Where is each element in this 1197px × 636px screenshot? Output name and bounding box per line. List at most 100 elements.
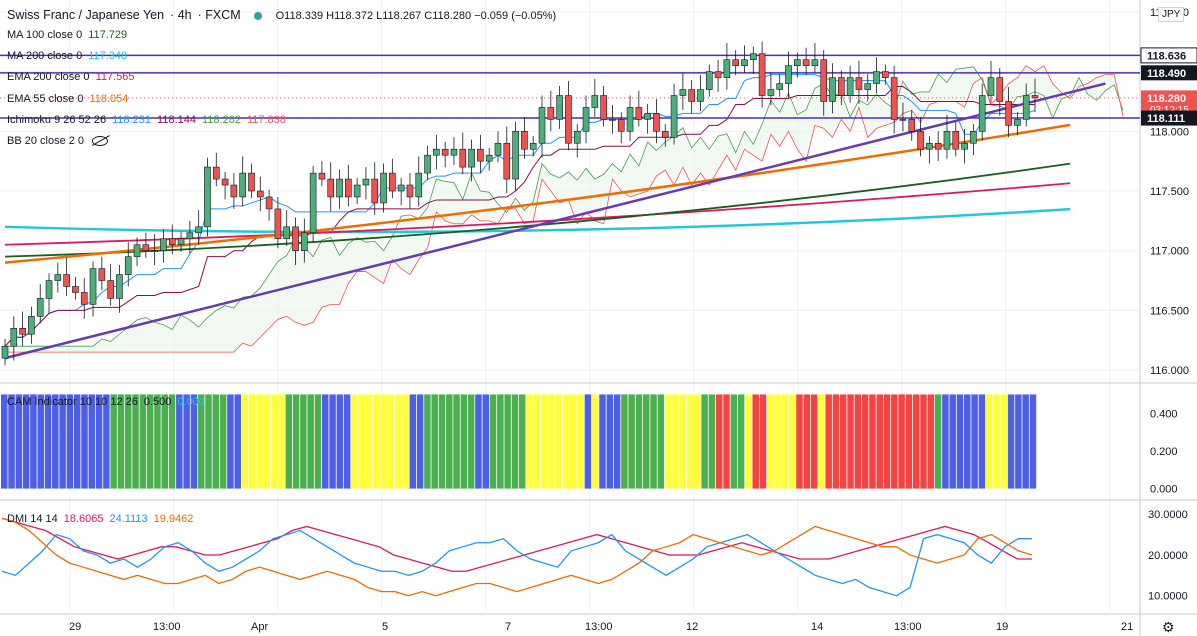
settings-gear-icon[interactable]: ⚙ [1162, 619, 1175, 635]
cam-bar [664, 394, 672, 489]
cam-bar [44, 394, 52, 489]
price-label: 118.636 [1147, 50, 1186, 62]
indicator-value: 118.231 [112, 114, 152, 126]
cam-bar [88, 394, 96, 489]
candle [160, 238, 167, 251]
cam-bar [482, 394, 490, 489]
candle [89, 268, 97, 305]
cam-bar [15, 394, 23, 489]
indicator-legend[interactable]: DMI 14 14 18.6065 24.1113 19.9462 [7, 513, 193, 525]
candle [292, 226, 299, 251]
candle [441, 148, 449, 156]
cam-bar [964, 394, 971, 489]
cam-bar [891, 394, 898, 489]
indicator-value: 118.144 [157, 114, 196, 126]
candle [688, 89, 695, 102]
cam-bar [686, 394, 694, 489]
candle [1022, 95, 1030, 120]
dmi-tick-label: 10.0000 [1148, 591, 1188, 603]
time-axis-label: 14 [811, 621, 823, 633]
candle [714, 71, 722, 78]
indicator-legend[interactable]: MA 200 close 0 117.348 [7, 50, 127, 62]
candle [926, 142, 933, 150]
candle [864, 83, 872, 90]
cam-bar [336, 394, 344, 489]
market-status-dot [254, 11, 263, 20]
cam-tick-label: 0.000 [1150, 484, 1178, 496]
price-tick-label: 118.000 [1150, 126, 1189, 138]
candle [98, 268, 106, 281]
cam-bar [635, 394, 643, 489]
cam-bar [657, 394, 665, 489]
cam-bar [876, 394, 883, 489]
candle [433, 148, 440, 156]
cam-bar [1015, 394, 1022, 489]
candle [265, 196, 273, 210]
interval[interactable]: 4h [177, 8, 192, 22]
candle [943, 131, 951, 150]
candle [485, 154, 493, 162]
cam-bar [883, 394, 891, 489]
cam-bar [139, 394, 147, 489]
time-axis-label: 13:00 [153, 621, 181, 633]
indicator-legend[interactable]: Ichimoku 9 26 52 26 118.231 118.144 118.282… [7, 114, 286, 126]
cam-bar [745, 394, 752, 489]
indicator-name: MA 100 close 0 [7, 29, 83, 41]
price-tick-label: 116.000 [1150, 365, 1189, 377]
data-source: FXCM [205, 8, 241, 22]
candle [36, 298, 44, 317]
candle [626, 107, 634, 132]
indicator-name: MA 200 close 0 [7, 50, 83, 62]
currency-badge[interactable]: JPY [1158, 7, 1185, 22]
price-label: 118.111 [1147, 113, 1185, 125]
cam-bar [168, 394, 176, 489]
cam-bar [205, 394, 212, 489]
candle [855, 77, 863, 90]
cam-bar [978, 394, 986, 489]
ichimoku-cloud [5, 65, 1124, 353]
cam-bar [788, 394, 796, 489]
candle [45, 280, 53, 299]
cam-bar [759, 394, 767, 489]
hidden-eye-icon[interactable] [92, 136, 109, 147]
candle [908, 119, 916, 132]
indicator-value: 24.1113 [109, 513, 148, 525]
cam-bar [197, 394, 205, 489]
cam-bar [971, 394, 978, 489]
candle [996, 77, 1004, 102]
candle [283, 226, 291, 240]
cam-bar [796, 394, 803, 489]
indicator-legend[interactable]: EMA 55 close 0 118.054 [7, 93, 128, 105]
indicator-legend[interactable]: MA 100 close 0 117.729 [7, 29, 127, 41]
indicator-value: 117.565 [95, 71, 135, 83]
candle [776, 83, 784, 90]
candle [212, 166, 220, 180]
cam-bar [540, 394, 548, 489]
cam-bar [869, 394, 876, 489]
candle [1031, 95, 1039, 99]
candle [556, 95, 563, 120]
time-axis-label: 29 [69, 621, 81, 633]
cam-bar [460, 394, 468, 489]
ichimoku-span-b [5, 65, 1124, 353]
cam-bar [562, 394, 570, 489]
candle [168, 238, 176, 246]
candle [230, 184, 238, 198]
candle [758, 53, 766, 96]
cam-bar [314, 394, 322, 489]
cam-bar [774, 394, 781, 489]
cam-bar [847, 394, 854, 489]
indicator-name: Ichimoku 9 26 52 26 [7, 114, 107, 126]
indicator-legend[interactable]: BB 20 close 2 0 [7, 135, 109, 147]
indicator-value: 118.054 [89, 93, 129, 105]
cam-bar [8, 394, 15, 489]
candle [521, 131, 528, 150]
indicator-legend[interactable]: EMA 200 close 0 117.565 [7, 71, 135, 83]
chart-header: Swiss Franc / Japanese Yen · 4h · FXCM O11… [7, 8, 557, 22]
candle [846, 77, 854, 96]
cam-bar [672, 394, 679, 489]
candle [617, 119, 625, 132]
cam-bar [424, 394, 431, 489]
indicator-legend[interactable]: CAM Indicator 10 10 12 26 0.500 0.000 [7, 396, 205, 408]
